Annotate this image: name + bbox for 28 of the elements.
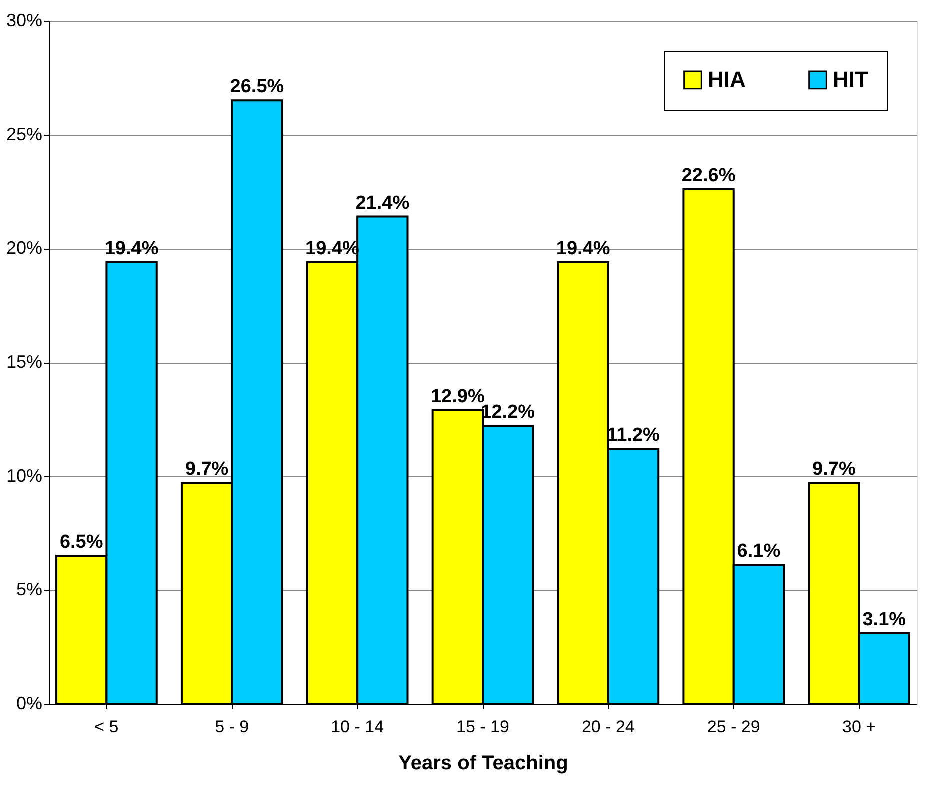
y-tick-label: 0% xyxy=(16,694,42,714)
x-tick-label: 30 + xyxy=(842,718,876,736)
x-tick-label: 10 - 14 xyxy=(331,718,384,736)
legend-label: HIA xyxy=(708,67,746,92)
data-label: 6.1% xyxy=(737,541,781,562)
x-tick-label: 25 - 29 xyxy=(707,718,760,736)
data-label: 21.4% xyxy=(356,192,410,214)
legend-label: HIT xyxy=(833,67,869,92)
data-label: 9.7% xyxy=(185,459,229,480)
y-tick-label: 5% xyxy=(16,580,42,600)
data-label: 22.6% xyxy=(682,165,736,186)
y-tick-label: 30% xyxy=(6,10,42,30)
data-label: 19.4% xyxy=(556,238,610,260)
y-tick-label: 20% xyxy=(6,238,42,258)
x-tick-label: 5 - 9 xyxy=(215,718,250,736)
data-label: 26.5% xyxy=(230,76,284,98)
x-axis-title: Years of Teaching xyxy=(398,752,568,774)
data-label: 6.5% xyxy=(60,532,104,554)
x-tick-label: < 5 xyxy=(94,718,119,736)
data-label: 9.7% xyxy=(812,459,856,480)
data-label: 19.4% xyxy=(104,238,159,260)
data-label: 12.2% xyxy=(481,402,536,424)
y-tick-label: 15% xyxy=(6,352,42,372)
x-tick-label: 20 - 24 xyxy=(582,718,635,736)
y-tick-label: 25% xyxy=(6,124,42,144)
x-tick-label: 15 - 19 xyxy=(456,718,510,736)
y-tick-label: 10% xyxy=(6,466,42,486)
data-label: 3.1% xyxy=(862,609,906,630)
